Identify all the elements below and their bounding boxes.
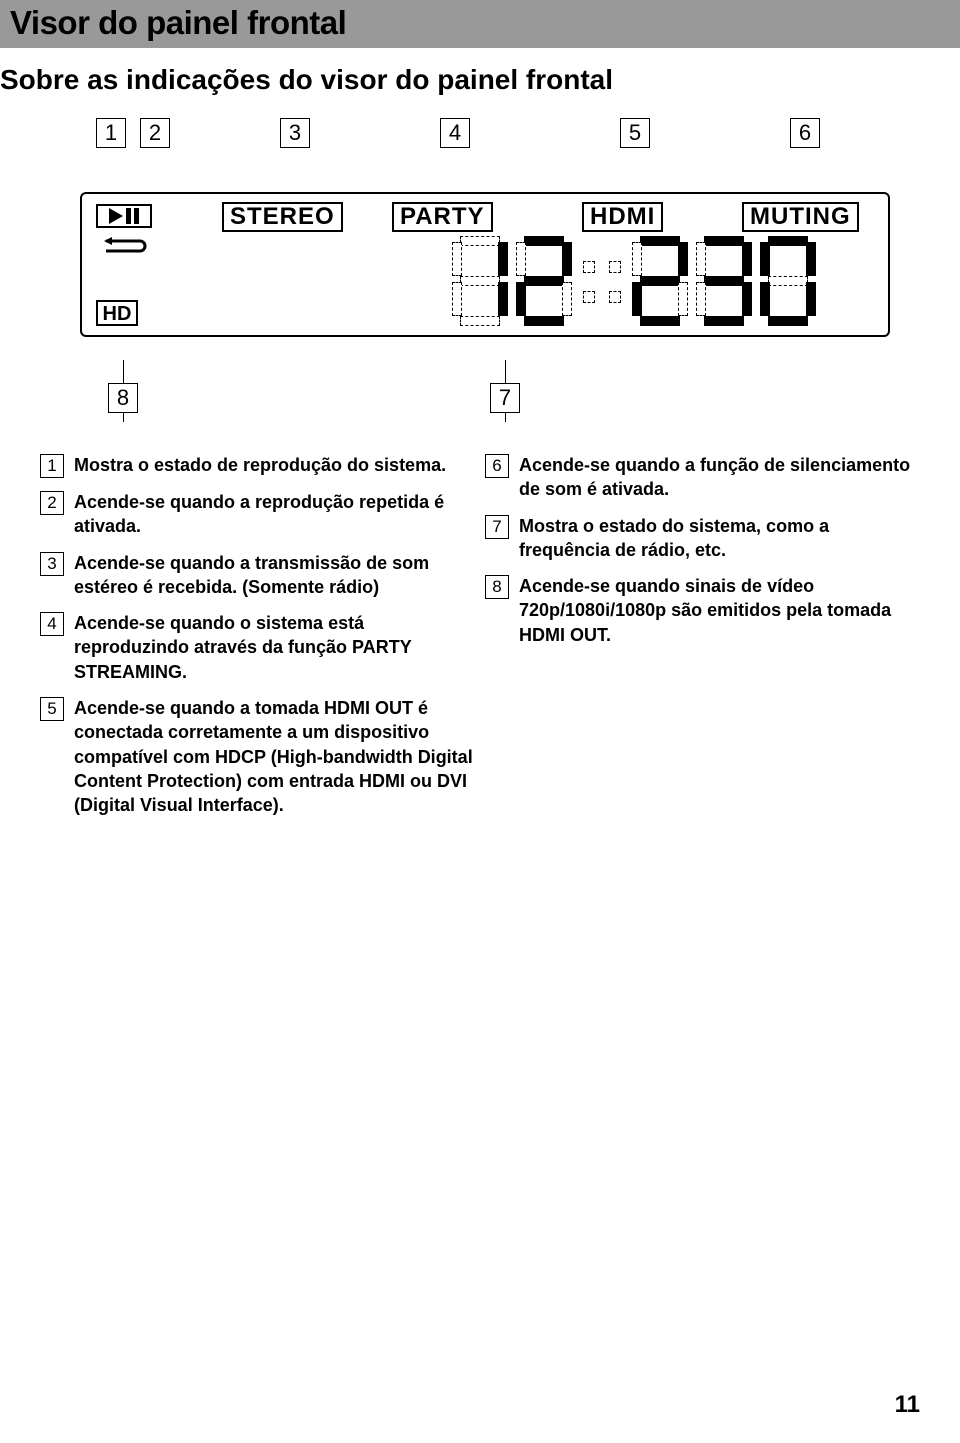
- callout-6: 6: [790, 118, 820, 148]
- legend-right-column: 6 Acende-se quando a função de silenciame…: [485, 453, 920, 830]
- legend-item-3: 3 Acende-se quando a transmissão de som e…: [40, 551, 475, 600]
- party-indicator: PARTY: [392, 202, 493, 232]
- hdmi-indicator: HDMI: [582, 202, 663, 232]
- legend-text-1: Mostra o estado de reprodução do sistema…: [74, 453, 446, 478]
- callout-4: 4: [440, 118, 470, 148]
- callout-5: 5: [620, 118, 650, 148]
- hd-indicator: HD: [96, 300, 138, 326]
- legend-num-8: 8: [485, 575, 509, 599]
- legend-num-2: 2: [40, 491, 64, 515]
- legend-num-5: 5: [40, 697, 64, 721]
- legend-item-7: 7 Mostra o estado do sistema, como a freq…: [485, 514, 920, 563]
- legend-text-2: Acende-se quando a reprodução repetida é…: [74, 490, 475, 539]
- callout-2: 2: [140, 118, 170, 148]
- legend-num-7: 7: [485, 515, 509, 539]
- legend-left-column: 1 Mostra o estado de reprodução do sistem…: [40, 453, 475, 830]
- legend-num-1: 1: [40, 454, 64, 478]
- page-subtitle: Sobre as indicações do visor do painel f…: [0, 48, 960, 118]
- callout-8: 8: [108, 383, 138, 413]
- legend-num-6: 6: [485, 454, 509, 478]
- legend-text-7: Mostra o estado do sistema, como a frequ…: [519, 514, 920, 563]
- stereo-indicator: STEREO: [222, 202, 343, 232]
- legend: 1 Mostra o estado de reprodução do sistem…: [0, 417, 960, 830]
- legend-text-6: Acende-se quando a função de silenciamen…: [519, 453, 920, 502]
- legend-item-6: 6 Acende-se quando a função de silenciame…: [485, 453, 920, 502]
- legend-num-3: 3: [40, 552, 64, 576]
- legend-item-2: 2 Acende-se quando a reprodução repetida …: [40, 490, 475, 539]
- bottom-callouts: 87: [80, 383, 920, 417]
- legend-text-3: Acende-se quando a transmissão de som es…: [74, 551, 475, 600]
- legend-item-5: 5 Acende-se quando a tomada HDMI OUT é co…: [40, 696, 475, 817]
- front-panel-display: HD STEREO PARTY HDMI MUTING: [80, 192, 890, 337]
- top-callouts: 12 3 4 5 6: [80, 118, 920, 152]
- legend-num-4: 4: [40, 612, 64, 636]
- callout-1: 1: [96, 118, 126, 148]
- page-title: Visor do painel frontal: [10, 4, 950, 42]
- display-diagram: 123456 HD STEREOPARTYHDMIMUTING 87: [0, 118, 960, 417]
- page-number: 11: [895, 1391, 920, 1419]
- legend-text-5: Acende-se quando a tomada HDMI OUT é con…: [74, 696, 475, 817]
- legend-item-8: 8 Acende-se quando sinais de vídeo 720p/1…: [485, 574, 920, 647]
- muting-indicator: MUTING: [742, 202, 859, 232]
- legend-text-8: Acende-se quando sinais de vídeo 720p/10…: [519, 574, 920, 647]
- play-pause-icon: [96, 204, 152, 228]
- seven-segment-area: [452, 236, 816, 326]
- repeat-icon: [96, 234, 152, 258]
- callout-7: 7: [490, 383, 520, 413]
- legend-text-4: Acende-se quando o sistema está reproduz…: [74, 611, 475, 684]
- legend-item-4: 4 Acende-se quando o sistema está reprodu…: [40, 611, 475, 684]
- title-bar: Visor do painel frontal: [0, 0, 960, 48]
- legend-item-1: 1 Mostra o estado de reprodução do sistem…: [40, 453, 475, 478]
- callout-3: 3: [280, 118, 310, 148]
